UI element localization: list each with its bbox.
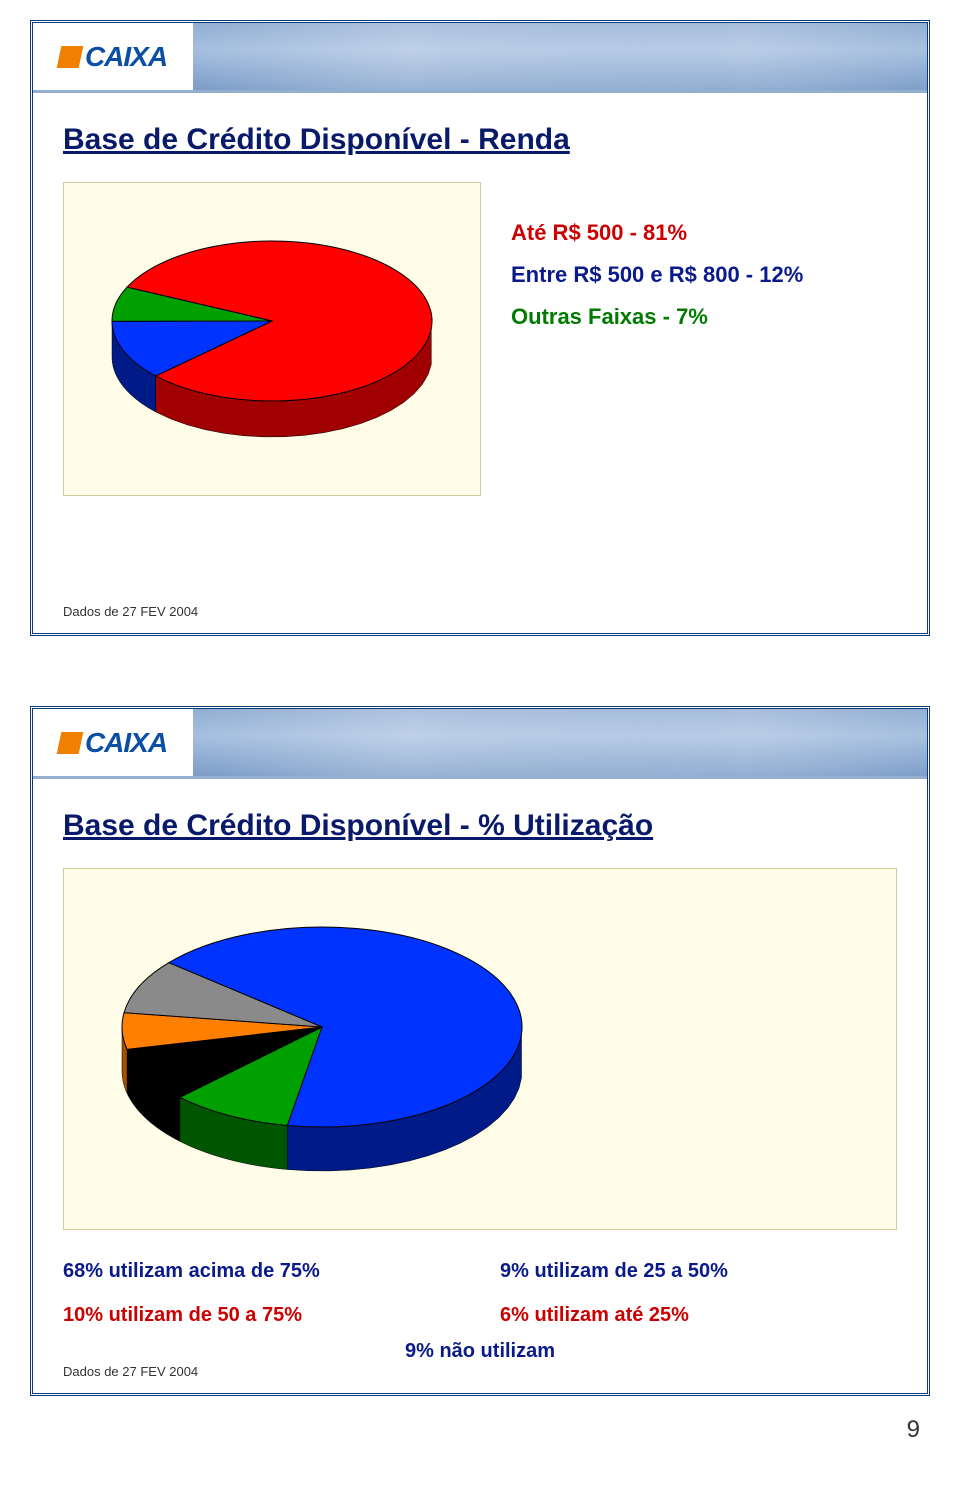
slide-renda: CAIXA Base de Crédito Disponível - Renda… <box>30 20 930 636</box>
legend-renda: Até R$ 500 - 81%Entre R$ 500 e R$ 800 - … <box>511 182 897 337</box>
slide-utilizacao: CAIXA Base de Crédito Disponível - % Uti… <box>30 706 930 1396</box>
footnote: Dados de 27 FEV 2004 <box>63 1364 198 1379</box>
chart-row: Até R$ 500 - 81%Entre R$ 500 e R$ 800 - … <box>63 182 897 496</box>
caixa-logo: CAIXA <box>59 727 167 759</box>
logo-text: CAIXA <box>85 41 167 73</box>
legend-utilizacao-grid: 68% utilizam acima de 75% 9% utilizam de … <box>63 1252 897 1334</box>
header-gradient <box>193 23 927 90</box>
logo-mark-icon <box>57 46 84 68</box>
logo-box: CAIXA <box>33 709 193 776</box>
slide-header: CAIXA <box>33 709 927 779</box>
legend-item: 9% utilizam de 25 a 50% <box>500 1252 897 1290</box>
legend-item: 10% utilizam de 50 a 75% <box>63 1296 460 1334</box>
legend-utilizacao-center: 9% não utilizam <box>63 1340 897 1363</box>
logo-box: CAIXA <box>33 23 193 90</box>
logo-text: CAIXA <box>85 727 167 759</box>
slide-title: Base de Crédito Disponível - % Utilizaçã… <box>63 809 897 843</box>
page-number: 9 <box>30 1416 930 1444</box>
caixa-logo: CAIXA <box>59 41 167 73</box>
logo-mark-icon <box>57 732 84 754</box>
legend-item: Outras Faixas - 7% <box>511 296 897 338</box>
legend-item: 6% utilizam até 25% <box>500 1296 897 1334</box>
legend-item: Entre R$ 500 e R$ 800 - 12% <box>511 254 897 296</box>
footnote: Dados de 27 FEV 2004 <box>63 604 198 619</box>
legend-item: Até R$ 500 - 81% <box>511 212 897 254</box>
slide-header: CAIXA <box>33 23 927 93</box>
pie-chart-renda <box>63 182 481 496</box>
slide-content: Base de Crédito Disponível - Renda Até R… <box>33 93 927 633</box>
pie-chart-utilizacao <box>63 868 897 1230</box>
header-gradient <box>193 709 927 776</box>
slide-title: Base de Crédito Disponível - Renda <box>63 123 897 157</box>
legend-item: 68% utilizam acima de 75% <box>63 1252 460 1290</box>
slide-content: Base de Crédito Disponível - % Utilizaçã… <box>33 779 927 1393</box>
